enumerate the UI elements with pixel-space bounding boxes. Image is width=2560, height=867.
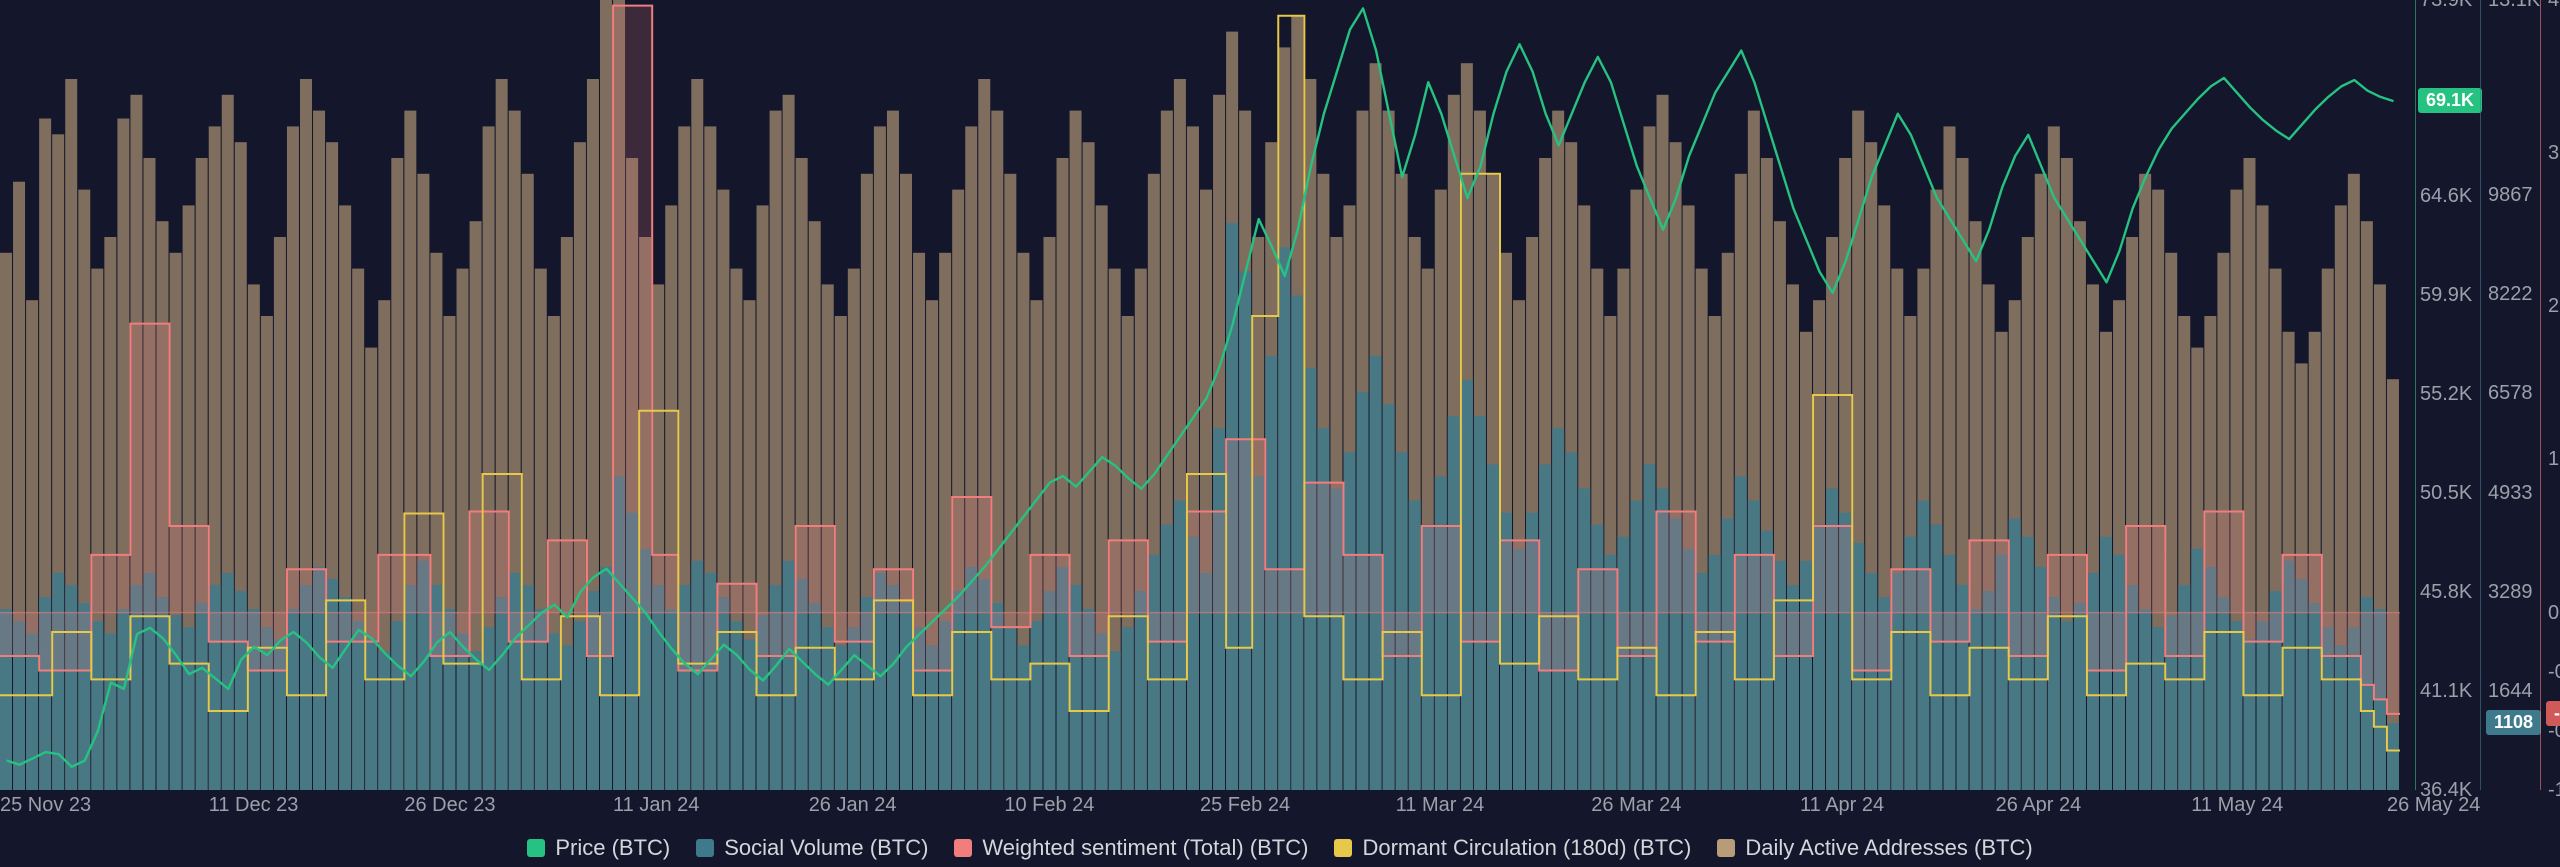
y-price-tick: 36.4K [2420, 779, 2472, 802]
y-social-tick: 6578 [2488, 382, 2533, 405]
legend-label: Weighted sentiment (Total) (BTC) [982, 835, 1308, 861]
y-social-tick: 3289 [2488, 581, 2533, 604]
legend-swatch [1334, 839, 1352, 857]
x-tick-31: 26 Dec 23 [404, 794, 495, 817]
y-price-tick: 59.9K [2420, 284, 2472, 307]
chart-plot [0, 0, 2560, 867]
y-sentiment-tick: -1.227 [2548, 779, 2560, 802]
legend-swatch [696, 839, 714, 857]
axis-divider-sentiment [2540, 0, 2541, 790]
y-social-tick: 4933 [2488, 482, 2533, 505]
y-price-tick: 64.6K [2420, 185, 2472, 208]
x-tick-107: 11 Mar 24 [1396, 794, 1485, 817]
legend-label: Price (BTC) [555, 835, 670, 861]
axis-badge-sentiment: -0.699 [2546, 701, 2560, 726]
x-tick-62: 26 Jan 24 [809, 794, 897, 817]
y-price-tick: 55.2K [2420, 383, 2472, 406]
legend-item-1[interactable]: Social Volume (BTC) [696, 835, 928, 861]
x-tick-92: 25 Feb 24 [1200, 794, 1290, 817]
axis-divider-price [2415, 0, 2416, 790]
legend-item-0[interactable]: Price (BTC) [527, 835, 670, 861]
legend-swatch [1717, 839, 1735, 857]
legend-label: Daily Active Addresses (BTC) [1745, 835, 2032, 861]
y-price-tick: 50.5K [2420, 482, 2472, 505]
x-tick-168: 11 May 24 [2191, 794, 2283, 817]
legend-item-2[interactable]: Weighted sentiment (Total) (BTC) [954, 835, 1308, 861]
axis-badge-price: 69.1K [2418, 88, 2482, 113]
x-tick-77: 10 Feb 24 [1004, 794, 1094, 817]
chart-legend: Price (BTC) Social Volume (BTC) Weighted s… [0, 835, 2560, 861]
x-tick-138: 11 Apr 24 [1800, 794, 1884, 817]
y-price-tick: 41.1K [2420, 680, 2472, 703]
x-tick-122: 26 Mar 24 [1591, 794, 1681, 817]
y-sentiment-tick: 4.239 [2548, 0, 2560, 12]
y-price-tick: 73.9K [2420, 0, 2472, 12]
legend-swatch [527, 839, 545, 857]
y-social-tick: 1644 [2488, 680, 2533, 703]
y-social-tick: 8222 [2488, 283, 2533, 306]
y-sentiment-tick: 0 [2548, 602, 2559, 625]
y-price-tick: 45.8K [2420, 581, 2472, 604]
y-social-tick: 9867 [2488, 184, 2533, 207]
x-tick-0: 25 Nov 23 [0, 794, 91, 817]
legend-item-4[interactable]: Daily Active Addresses (BTC) [1717, 835, 2032, 861]
x-tick-153: 26 Apr 24 [1996, 794, 2082, 817]
axis-badge-social: 1108 [2486, 710, 2541, 735]
y-sentiment-tick: 1.06 [2548, 448, 2560, 471]
chart-container: 25 Nov 23 11 Dec 23 26 Dec 23 11 Jan 24 26 J… [0, 0, 2560, 867]
legend-swatch [954, 839, 972, 857]
legend-label: Social Volume (BTC) [724, 835, 928, 861]
x-tick-47: 11 Jan 24 [613, 794, 699, 817]
y-sentiment-tick: -0.409 [2548, 661, 2560, 684]
axis-divider-social [2480, 0, 2481, 790]
legend-label: Dormant Circulation (180d) (BTC) [1362, 835, 1691, 861]
legend-item-3[interactable]: Dormant Circulation (180d) (BTC) [1334, 835, 1691, 861]
y-social-tick: 13.1K [2488, 0, 2540, 12]
y-sentiment-tick: 3.179 [2548, 142, 2560, 165]
x-tick-16: 11 Dec 23 [209, 794, 299, 817]
y-sentiment-tick: 2.12 [2548, 295, 2560, 318]
